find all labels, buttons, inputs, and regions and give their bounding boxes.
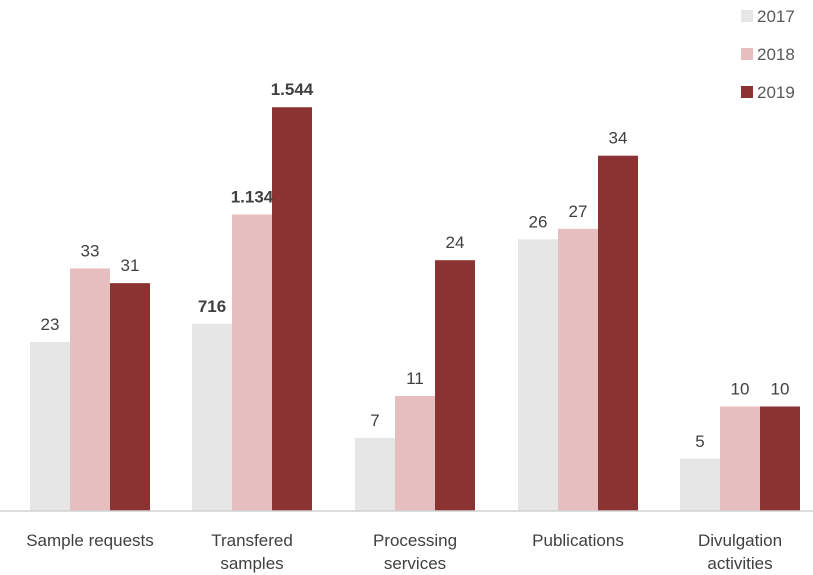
bar-2018-cat2: [395, 396, 435, 511]
category-label-2: Processing services: [373, 531, 457, 573]
value-label-2018-cat0: 33: [81, 241, 100, 260]
bar-2017-cat4: [680, 458, 720, 511]
value-label-2017-cat1: 716: [198, 297, 226, 316]
bar-2019-cat1: [272, 107, 312, 511]
bar-2017-cat3: [518, 239, 558, 512]
value-label-2017-cat2: 7: [370, 411, 379, 430]
value-labels-group: 23 33 31 716 1.134 1.544 7 11 24 26 27 34 5 10 10: [41, 80, 790, 451]
legend-label-2019: 2019: [757, 83, 795, 102]
legend-label-2017: 2017: [757, 7, 795, 26]
bar-2019-cat4: [760, 406, 800, 511]
category-labels-group: Sample requests Transfered samples Processi…: [26, 531, 782, 573]
bar-2017-cat0: [30, 341, 70, 511]
legend-swatch-2018: [741, 48, 753, 60]
bars-group: [30, 107, 800, 512]
value-label-2019-cat1: 1.544: [271, 80, 314, 99]
value-label-2019-cat2: 24: [446, 233, 465, 252]
category-label-3: Publications: [532, 531, 624, 550]
legend-swatch-2017: [741, 10, 753, 22]
category-label-0: Sample requests: [26, 531, 154, 550]
value-label-2017-cat4: 5: [695, 432, 704, 451]
bar-2018-cat1: [232, 214, 272, 512]
value-label-2017-cat0: 23: [41, 315, 60, 334]
bar-2018-cat4: [720, 406, 760, 511]
value-label-2018-cat3: 27: [569, 202, 588, 221]
bar-2018-cat3: [558, 228, 598, 511]
value-label-2018-cat2: 11: [406, 369, 424, 388]
bar-2019-cat3: [598, 155, 638, 511]
bar-2019-cat2: [435, 260, 475, 511]
value-label-2018-cat1: 1.134: [231, 187, 274, 206]
legend: 2017 2018 2019: [741, 7, 795, 102]
bar-2019-cat0: [110, 283, 150, 511]
value-label-2019-cat4: 10: [771, 380, 790, 399]
bar-2017-cat1: [192, 323, 232, 511]
value-label-2019-cat3: 34: [609, 129, 628, 148]
category-label-4: Divulgation activities: [698, 531, 782, 573]
bar-2018-cat0: [70, 268, 110, 511]
value-label-2018-cat4: 10: [731, 380, 750, 399]
legend-label-2018: 2018: [757, 45, 795, 64]
bar-2017-cat2: [355, 437, 395, 511]
value-label-2017-cat3: 26: [529, 212, 548, 231]
legend-swatch-2019: [741, 86, 753, 98]
category-label-1: Transfered samples: [211, 531, 293, 573]
value-label-2019-cat0: 31: [121, 256, 140, 275]
